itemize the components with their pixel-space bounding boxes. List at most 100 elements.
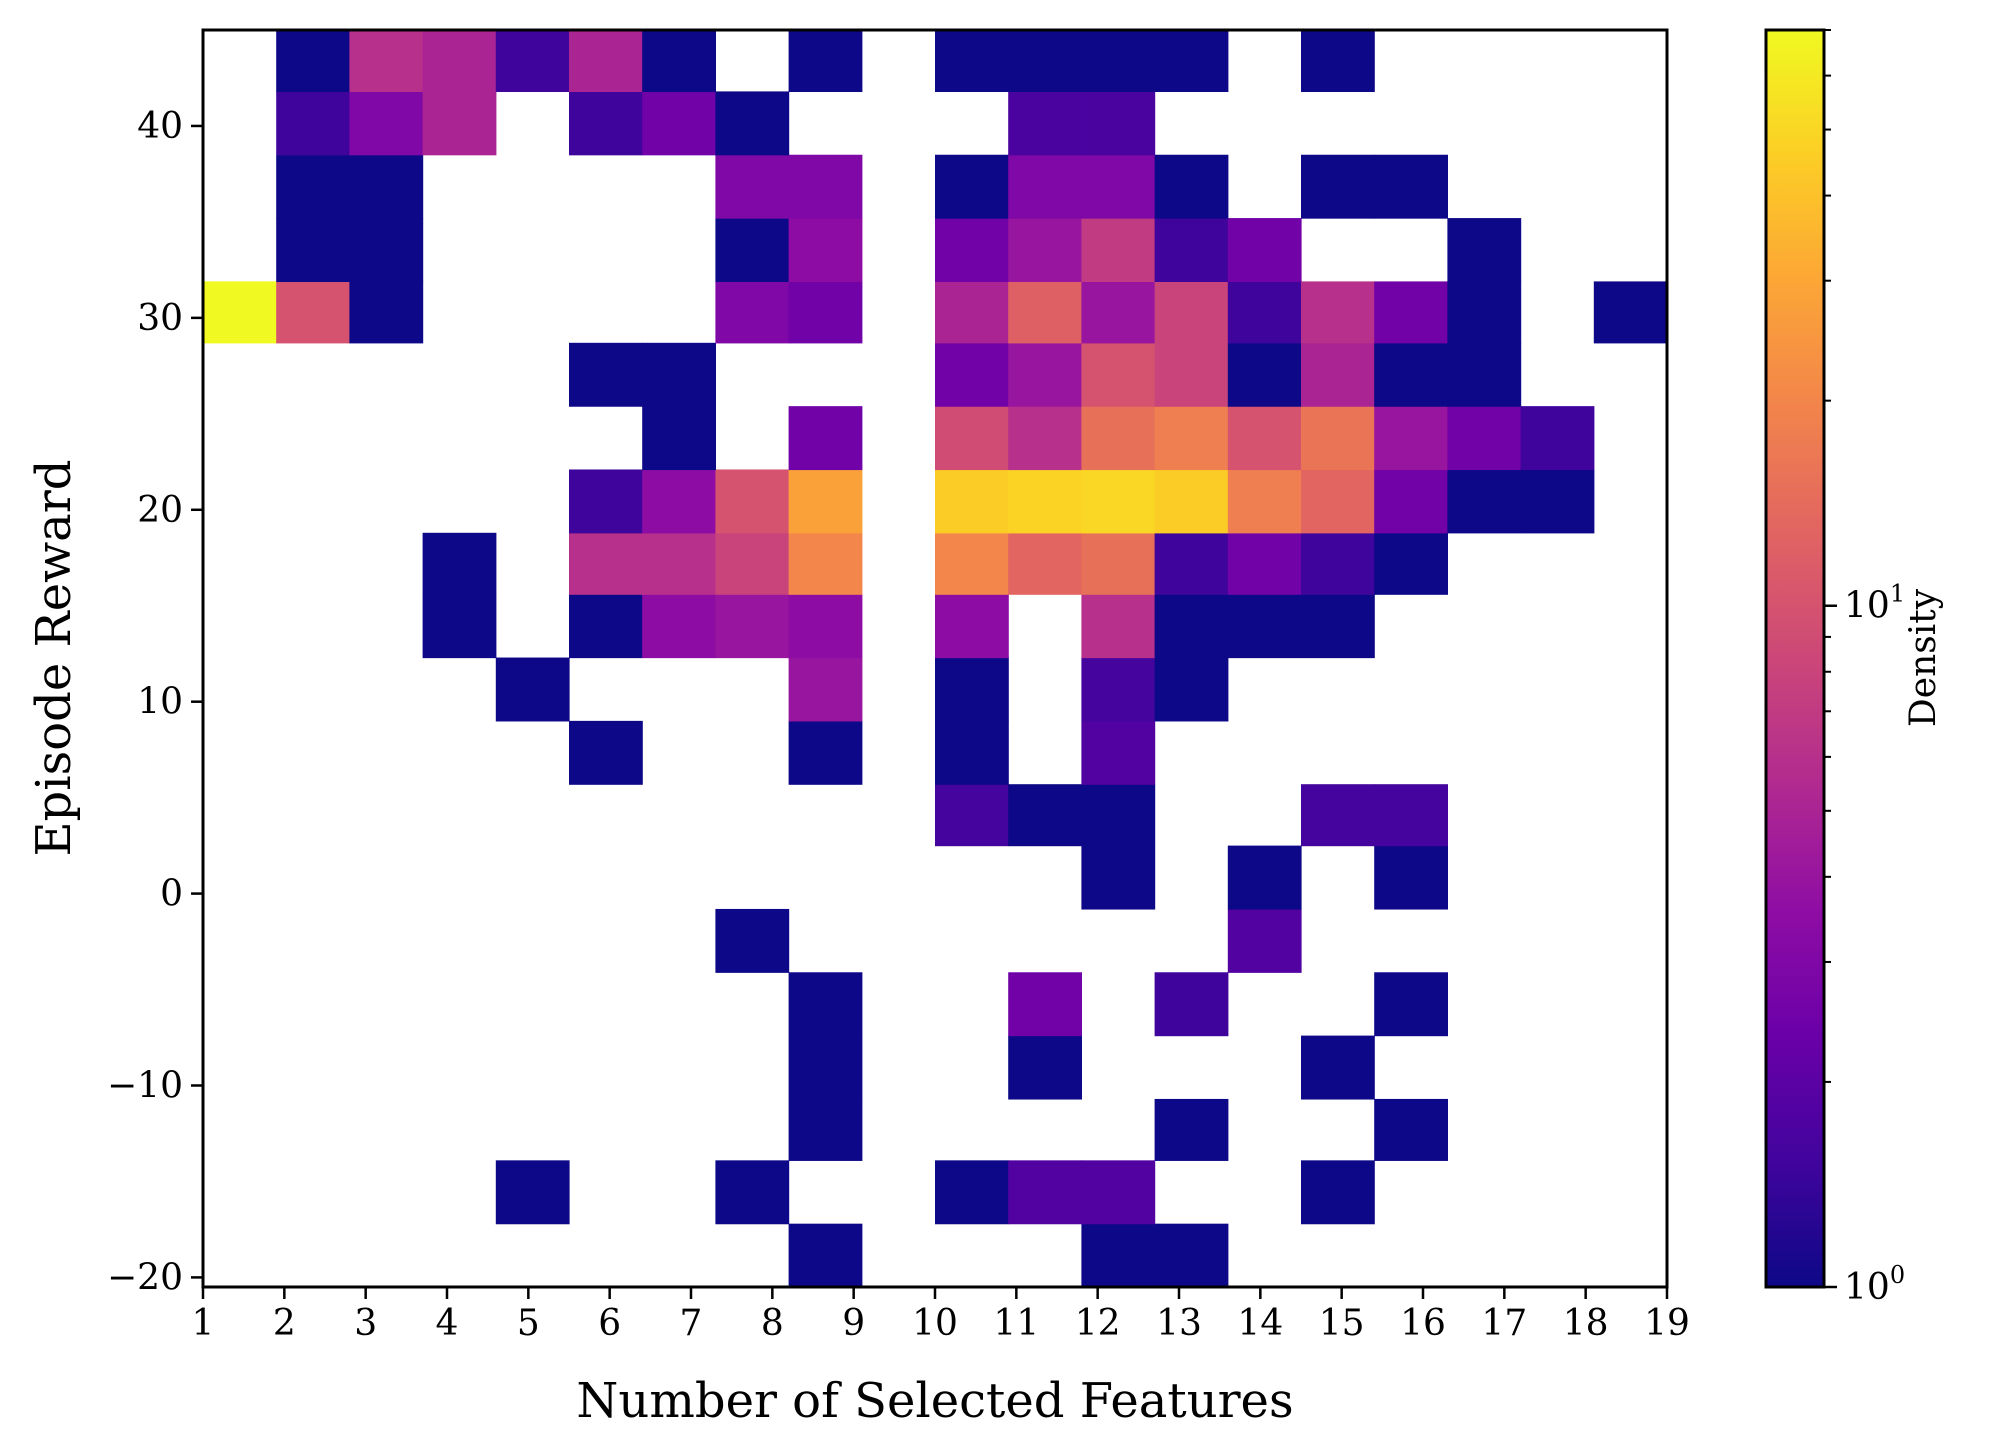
heatmap-cell xyxy=(1227,406,1302,471)
x-tick-label: 14 xyxy=(1237,1303,1283,1344)
x-tick-label: 5 xyxy=(517,1303,540,1344)
heatmap-cell xyxy=(1447,469,1522,534)
heatmap-cell xyxy=(788,281,863,344)
heatmap-cell xyxy=(935,406,1009,471)
heatmap-cell xyxy=(1008,1035,1082,1100)
heatmap-cell xyxy=(935,154,1009,219)
heatmap-cell xyxy=(1081,720,1156,785)
heatmap-cell xyxy=(422,532,497,595)
heatmap-cell xyxy=(1008,406,1082,471)
heatmap-cell xyxy=(1008,342,1082,407)
heatmap-cell xyxy=(1081,91,1156,156)
x-tick-label: 7 xyxy=(680,1303,703,1344)
heatmap-cell xyxy=(1081,845,1156,910)
heatmap-cell xyxy=(1374,532,1448,595)
x-tick-label: 18 xyxy=(1563,1303,1609,1344)
heatmap-cell xyxy=(569,469,643,534)
y-tick-label: −10 xyxy=(107,1065,183,1106)
heatmap-cell xyxy=(935,342,1009,407)
heatmap-cell xyxy=(1008,784,1082,847)
heatmap-cell xyxy=(642,594,716,659)
heatmap-cell xyxy=(569,532,643,595)
heatmap-cell xyxy=(1008,218,1082,282)
heatmap-cell xyxy=(715,218,790,282)
heatmap-cells xyxy=(203,30,1668,1288)
heatmap-cell xyxy=(569,594,643,659)
heatmap-cell xyxy=(1374,281,1448,344)
heatmap-cell xyxy=(422,594,497,659)
heatmap-cell xyxy=(642,30,716,93)
heatmap-cell xyxy=(1154,972,1229,1037)
heatmap-cell xyxy=(1154,532,1229,595)
heatmap-cell xyxy=(642,406,716,471)
colorbar-tick-label: 100 xyxy=(1844,1261,1905,1308)
heatmap-cell xyxy=(788,720,863,785)
heatmap-cell xyxy=(1154,281,1229,344)
heatmap-cell xyxy=(715,91,790,156)
x-tick-label: 3 xyxy=(354,1303,377,1344)
x-tick-label: 9 xyxy=(842,1303,865,1344)
heatmap-cell xyxy=(1447,342,1522,407)
heatmap-cell xyxy=(935,218,1009,282)
heatmap-cell xyxy=(1081,406,1156,471)
heatmap-cell xyxy=(1447,281,1522,344)
heatmap-cell xyxy=(276,91,350,156)
heatmap-cell xyxy=(1301,281,1375,344)
heatmap-cell xyxy=(788,657,863,722)
heatmap-cell xyxy=(715,281,790,344)
heatmap-cell xyxy=(1374,972,1448,1037)
heatmap-cell xyxy=(1154,1098,1229,1161)
heatmap-cell xyxy=(1301,1035,1375,1100)
heatmap-cell xyxy=(1301,342,1375,407)
heatmap-cell xyxy=(935,657,1009,722)
heatmap-cell xyxy=(1301,1160,1375,1225)
heatmap-cell xyxy=(788,469,863,534)
heatmap-cell xyxy=(1374,406,1448,471)
heatmap-cell xyxy=(1154,342,1229,407)
colorbar xyxy=(1764,28,1826,1289)
heatmap-cell xyxy=(1447,406,1522,471)
heatmap-cell xyxy=(788,406,863,471)
x-tick-label: 16 xyxy=(1400,1303,1446,1344)
heatmap-cell xyxy=(935,594,1009,659)
heatmap-cell xyxy=(788,972,863,1037)
heatmap-cell xyxy=(788,30,863,93)
x-tick-label: 4 xyxy=(436,1303,459,1344)
heatmap-cell xyxy=(642,91,716,156)
heatmap-cell xyxy=(569,30,643,93)
x-axis-title: Number of Selected Features xyxy=(576,1373,1293,1429)
heatmap-cell xyxy=(1374,469,1448,534)
heatmap-cell xyxy=(715,469,790,534)
heatmap-cell xyxy=(276,30,350,93)
heatmap-cell xyxy=(1008,469,1082,534)
heatmap-cell xyxy=(1081,594,1156,659)
heatmap-cell xyxy=(788,154,863,219)
x-tick-label: 13 xyxy=(1156,1303,1202,1344)
heatmap-cell xyxy=(349,218,424,282)
heatmap-cell xyxy=(1520,469,1595,534)
heatmap-cell xyxy=(422,30,497,93)
heatmap-cell xyxy=(788,532,863,595)
colorbar-tick-label: 101 xyxy=(1844,580,1905,627)
heatmap-cell xyxy=(1008,532,1082,595)
heatmap-cell xyxy=(1154,594,1229,659)
heatmap-cell xyxy=(1081,154,1156,219)
heatmap-cell xyxy=(1374,1098,1448,1161)
heatmap-cell xyxy=(495,1160,570,1225)
heatmap-cell xyxy=(1081,1160,1156,1225)
x-tick-label: 12 xyxy=(1075,1303,1121,1344)
heatmap-cell xyxy=(1081,218,1156,282)
heatmap-cell xyxy=(1301,406,1375,471)
heatmap-cell xyxy=(1154,218,1229,282)
heatmap-cell xyxy=(642,532,716,595)
heatmap-cell xyxy=(935,784,1009,847)
heatmap-cell xyxy=(1301,30,1375,93)
x-tick-label: 11 xyxy=(993,1303,1039,1344)
heatmap-cell xyxy=(1154,154,1229,219)
heatmap-cell xyxy=(203,281,277,344)
y-tick-label: −20 xyxy=(107,1257,183,1298)
heatmap-cell xyxy=(715,1160,790,1225)
y-tick-label: 20 xyxy=(137,490,183,531)
heatmap-cell xyxy=(935,469,1009,534)
